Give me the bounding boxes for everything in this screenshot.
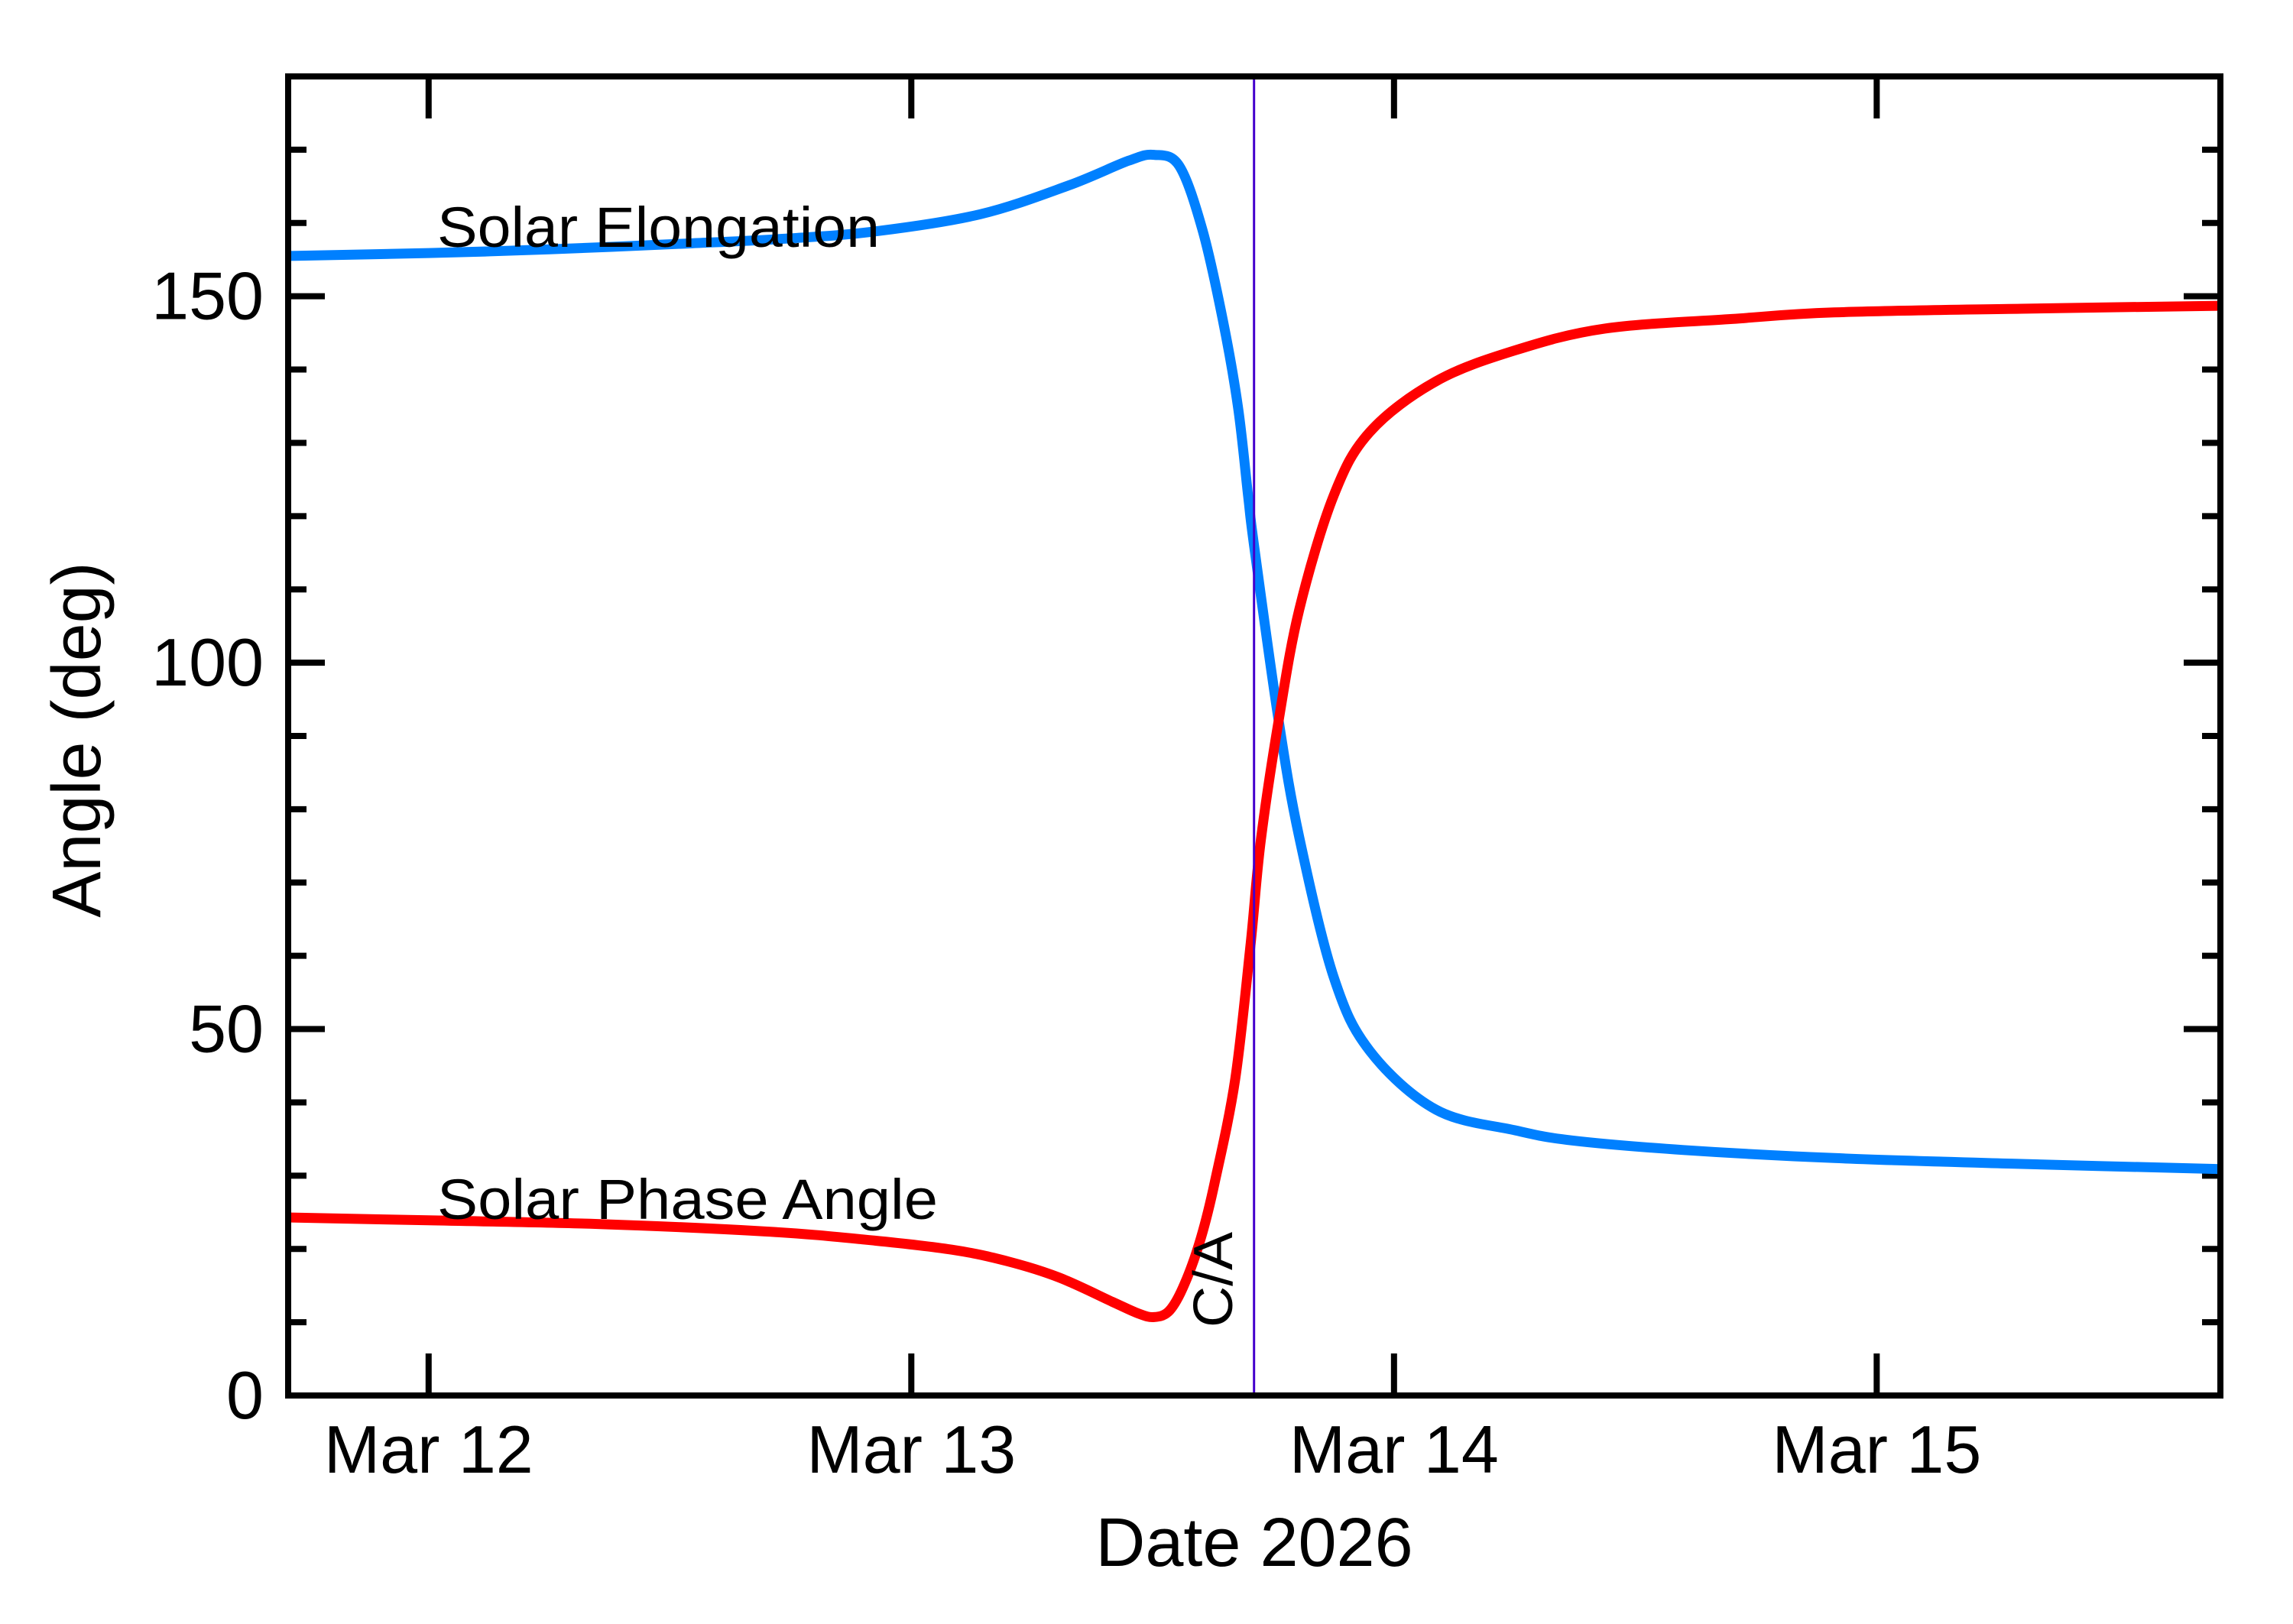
y-tick-label: 100 bbox=[151, 624, 264, 700]
series-line-solar-elongation bbox=[287, 149, 2221, 1175]
y-tick-label: 150 bbox=[151, 258, 264, 334]
series-lines bbox=[287, 149, 2221, 1322]
x-tick-label: Mar 14 bbox=[1289, 1412, 1499, 1487]
x-axis-title: Date 2026 bbox=[1095, 1505, 1412, 1581]
y-tick-label: 0 bbox=[226, 1357, 264, 1433]
series-label-solar-phase-angle: Solar Phase Angle bbox=[437, 1168, 938, 1231]
series-line-solar-phase-angle bbox=[287, 300, 2221, 1322]
axis-tick-labels: Mar 12 Mar 13 Mar 14 Mar 15 0 50 100 150 bbox=[151, 258, 1981, 1487]
series-label-solar-elongation: Solar Elongation bbox=[437, 196, 880, 259]
y-tick-label: 50 bbox=[189, 991, 264, 1067]
x-tick-label: Mar 12 bbox=[324, 1412, 534, 1487]
plot-frame bbox=[285, 73, 2223, 1399]
x-tick-label: Mar 13 bbox=[806, 1412, 1016, 1487]
x-tick-label: Mar 15 bbox=[1772, 1412, 1981, 1487]
close-approach-label: C/A bbox=[1183, 1232, 1244, 1327]
y-axis-title: Angle (deg) bbox=[39, 562, 115, 917]
